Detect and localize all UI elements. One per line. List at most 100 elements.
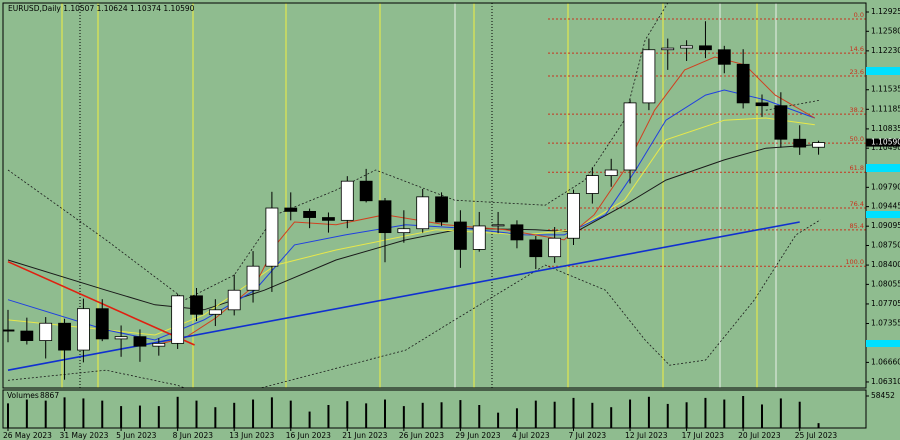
x-tick-label: 25 Jul 2023 — [795, 431, 838, 440]
x-tick-label: 31 May 2023 — [60, 431, 109, 440]
fib-label: 100.0 — [845, 258, 864, 266]
candle-body — [793, 138, 807, 148]
y-tick-label: 1.06660 — [871, 357, 900, 366]
x-tick-label: 29 Jun 2023 — [455, 431, 500, 440]
plot-frame — [2, 2, 867, 389]
last-price-label: 1.10590 — [871, 138, 900, 147]
y-tick-label: 1.11185 — [871, 104, 900, 113]
candle-body — [435, 196, 448, 223]
y-tick-label: 1.12580 — [871, 26, 900, 35]
y-tick-label: 1.09095 — [871, 221, 900, 230]
y-tick-label: 1.08400 — [871, 260, 900, 269]
y-tick-label: 1.08055 — [871, 279, 900, 288]
candle-body — [227, 289, 241, 311]
candle-body — [774, 105, 788, 140]
y-tick-label: 1.07705 — [871, 299, 900, 308]
candle-body — [77, 308, 90, 351]
x-tick-label: 21 Jun 2023 — [342, 431, 387, 440]
y-tick-label: 1.10835 — [871, 124, 900, 133]
candle-body — [416, 196, 430, 230]
candle-body — [3, 329, 15, 332]
x-tick-label: 4 Jul 2023 — [512, 431, 550, 440]
candle-body — [397, 228, 411, 234]
indicator-marker — [866, 164, 900, 172]
volume-frame — [2, 389, 867, 429]
indicator-line — [7, 3, 669, 301]
candle-body — [39, 322, 53, 341]
candle-body — [585, 175, 599, 194]
y-tick-label: 1.08750 — [871, 240, 900, 249]
candle-body — [472, 225, 486, 250]
fib-label: 76.4 — [850, 200, 864, 208]
y-tick-label: 1.06310 — [871, 377, 900, 386]
candle-body — [95, 308, 109, 340]
y-tick-label: 1.09445 — [871, 202, 900, 211]
y-tick-label: 1.12925 — [871, 7, 900, 16]
candle-body — [284, 207, 298, 212]
volume-title: Volumes — [7, 391, 39, 400]
candle-body — [623, 102, 637, 171]
chart-header: EURUSD,Daily 1.10507 1.10624 1.10374 1.1… — [8, 4, 195, 13]
x-tick-label: 12 Jul 2023 — [625, 431, 668, 440]
fib-label: 14.6 — [850, 45, 864, 53]
candle-body — [491, 224, 505, 227]
candle-body — [246, 265, 260, 291]
x-tick-label: 20 Jul 2023 — [738, 431, 781, 440]
candle-body — [303, 210, 317, 218]
x-tick-label: 5 Jun 2023 — [116, 431, 157, 440]
fib-label: 85.4 — [850, 222, 864, 230]
fib-label: 61.8 — [850, 164, 864, 172]
x-tick-label: 13 Jun 2023 — [229, 431, 274, 440]
candle-body — [717, 49, 731, 65]
candle-body — [510, 224, 524, 241]
candle-body — [171, 295, 185, 344]
candle-body — [736, 63, 750, 104]
volume-panel — [7, 396, 820, 428]
indicator-marker — [866, 211, 900, 218]
candle-body — [529, 239, 543, 258]
candle-body — [359, 180, 373, 202]
candle-body — [265, 207, 279, 267]
x-tick-label: 8 Jun 2023 — [173, 431, 214, 440]
indicator-marker — [866, 67, 900, 75]
volume-last: 8867 — [40, 391, 59, 400]
candle-body — [20, 330, 34, 341]
candle-body — [58, 322, 71, 351]
fib-label: 50.0 — [850, 135, 864, 143]
volume-tick-label: 58452 — [871, 391, 895, 400]
candle-body — [340, 180, 354, 221]
last-price-box — [866, 138, 900, 147]
indicator-line — [7, 89, 815, 341]
candle-body — [812, 142, 825, 148]
x-tick-label: 7 Jul 2023 — [569, 431, 607, 440]
candle-body — [133, 336, 147, 347]
x-tick-label: 26 Jun 2023 — [399, 431, 444, 440]
candle-body — [680, 45, 693, 49]
x-tick-label: 17 Jul 2023 — [682, 431, 725, 440]
candle-body — [642, 49, 656, 104]
candle-body — [548, 237, 562, 258]
y-tick-label: 1.10490 — [871, 143, 900, 152]
x-tick-label: 16 Jun 2023 — [286, 431, 331, 440]
candle-body — [661, 47, 675, 51]
y-tick-label: 1.09790 — [871, 182, 900, 191]
y-tick-label: 1.07355 — [871, 319, 900, 328]
candle-body — [453, 221, 467, 250]
candle-body — [699, 45, 712, 51]
axes: 1.12925 1.12580 1.12230 1.11535 1.11185 1.108… — [3, 7, 900, 440]
separators — [61, 3, 777, 388]
candle-body — [567, 193, 580, 239]
x-tick-label: 26 May 2023 — [3, 431, 52, 440]
fib-label: 0.0 — [854, 11, 864, 19]
trend-line — [7, 260, 195, 346]
y-tick-label: 1.11535 — [871, 85, 900, 94]
fib-label: 38.2 — [850, 106, 864, 114]
plot: 0.0 14.6 23.6 38.2 50.0 61.8 76.4 85.4 100.0 — [3, 3, 866, 388]
fib-label: 23.6 — [850, 68, 864, 76]
candle-body — [208, 309, 222, 315]
candle-body — [114, 336, 128, 340]
y-tick-label: 1.12230 — [871, 46, 900, 55]
indicator-marker — [866, 340, 900, 347]
